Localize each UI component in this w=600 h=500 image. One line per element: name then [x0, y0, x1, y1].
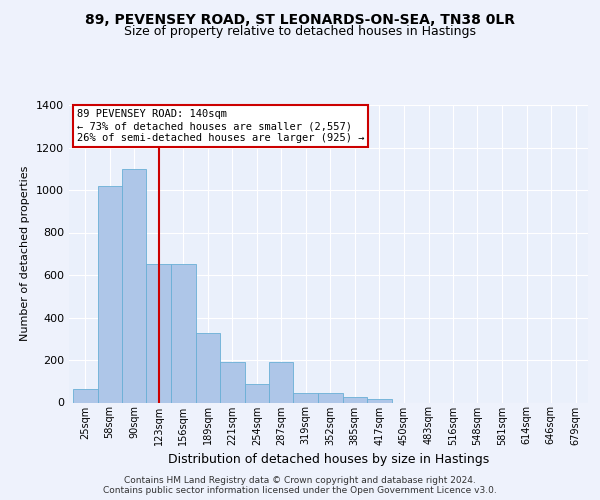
Text: Size of property relative to detached houses in Hastings: Size of property relative to detached ho…: [124, 25, 476, 38]
Text: Contains HM Land Registry data © Crown copyright and database right 2024.
Contai: Contains HM Land Registry data © Crown c…: [103, 476, 497, 495]
Bar: [293, 393, 318, 402]
Y-axis label: Number of detached properties: Number of detached properties: [20, 166, 31, 342]
Bar: [220, 362, 245, 403]
Bar: [97, 186, 121, 402]
X-axis label: Distribution of detached houses by size in Hastings: Distribution of detached houses by size …: [168, 453, 489, 466]
Bar: [343, 396, 367, 402]
Text: 89, PEVENSEY ROAD, ST LEONARDS-ON-SEA, TN38 0LR: 89, PEVENSEY ROAD, ST LEONARDS-ON-SEA, T…: [85, 12, 515, 26]
Bar: [146, 264, 171, 402]
Bar: [318, 393, 343, 402]
Bar: [121, 169, 146, 402]
Text: 89 PEVENSEY ROAD: 140sqm
← 73% of detached houses are smaller (2,557)
26% of sem: 89 PEVENSEY ROAD: 140sqm ← 73% of detach…: [77, 110, 364, 142]
Bar: [367, 400, 392, 402]
Bar: [196, 334, 220, 402]
Bar: [245, 384, 269, 402]
Bar: [73, 389, 97, 402]
Bar: [171, 264, 196, 402]
Bar: [269, 362, 293, 403]
